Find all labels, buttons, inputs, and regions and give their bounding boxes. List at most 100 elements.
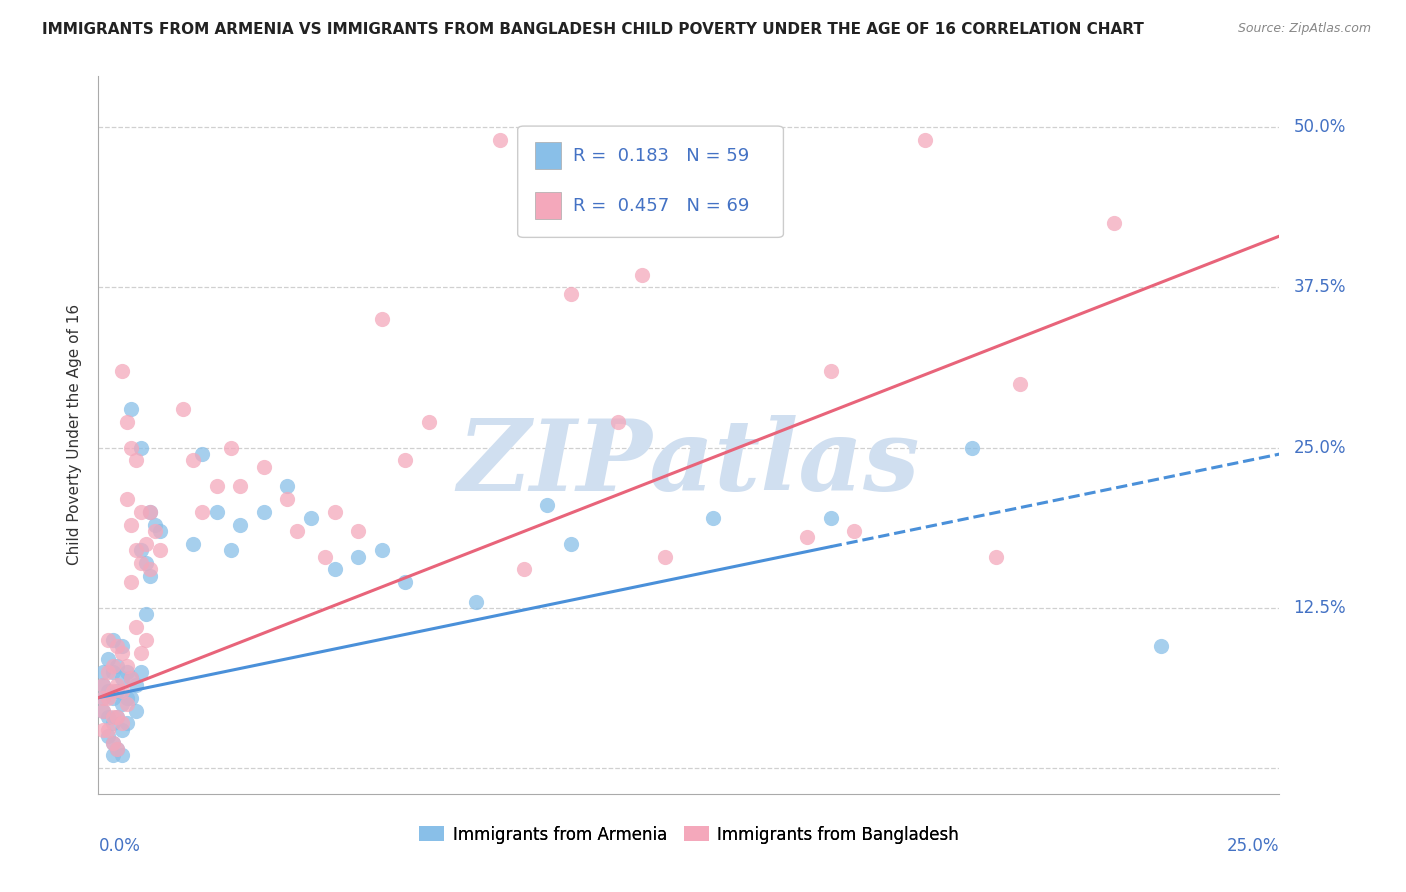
Point <box>101 716 124 731</box>
Point <box>91 678 114 692</box>
Point <box>394 453 416 467</box>
Point <box>111 684 134 698</box>
Point <box>560 286 582 301</box>
Point <box>97 633 120 648</box>
Text: IMMIGRANTS FROM ARMENIA VS IMMIGRANTS FROM BANGLADESH CHILD POVERTY UNDER THE AG: IMMIGRANTS FROM ARMENIA VS IMMIGRANTS FR… <box>42 22 1144 37</box>
Point <box>111 364 134 378</box>
Point <box>91 678 114 692</box>
Point <box>962 441 984 455</box>
Point <box>129 646 152 660</box>
Point <box>796 530 818 544</box>
Point <box>115 491 138 506</box>
Point <box>135 556 157 570</box>
Point <box>121 672 143 686</box>
Point <box>101 633 124 648</box>
Point <box>229 479 252 493</box>
Y-axis label: Child Poverty Under the Age of 16: Child Poverty Under the Age of 16 <box>67 304 83 566</box>
Point <box>135 633 157 648</box>
Point <box>191 505 214 519</box>
Point <box>394 575 416 590</box>
Point <box>97 729 120 743</box>
Text: 50.0%: 50.0% <box>1294 118 1346 136</box>
Text: Source: ZipAtlas.com: Source: ZipAtlas.com <box>1237 22 1371 36</box>
Point <box>654 549 676 564</box>
Point <box>97 665 120 679</box>
Point <box>1008 376 1031 391</box>
Text: 25.0%: 25.0% <box>1227 837 1279 855</box>
Point <box>139 569 162 583</box>
Point <box>181 537 204 551</box>
Point <box>111 748 134 763</box>
Point <box>121 402 143 417</box>
Point <box>105 742 128 756</box>
Point <box>512 562 534 576</box>
Point <box>489 133 512 147</box>
Point <box>101 665 124 679</box>
Point <box>105 640 128 654</box>
Point <box>101 684 124 698</box>
Point <box>115 658 138 673</box>
Point <box>984 549 1007 564</box>
Text: 25.0%: 25.0% <box>1294 439 1346 457</box>
Point <box>121 672 143 686</box>
Point <box>111 640 134 654</box>
Point <box>97 652 120 666</box>
Point <box>149 524 172 538</box>
Point <box>105 742 128 756</box>
Point <box>121 517 143 532</box>
Point <box>914 133 936 147</box>
Point <box>205 505 228 519</box>
Point <box>115 697 138 711</box>
Point <box>299 511 322 525</box>
Point <box>97 690 120 705</box>
Point <box>101 710 124 724</box>
FancyBboxPatch shape <box>536 142 561 169</box>
Point <box>101 735 124 749</box>
Point <box>121 690 143 705</box>
Point <box>1102 216 1125 230</box>
Point <box>347 549 370 564</box>
Point <box>536 499 558 513</box>
Point <box>115 665 138 679</box>
Point <box>101 690 124 705</box>
Point <box>111 672 134 686</box>
Point <box>125 620 148 634</box>
Point <box>143 517 166 532</box>
Point <box>139 505 162 519</box>
Point <box>97 684 120 698</box>
Point <box>91 665 114 679</box>
Point <box>139 505 162 519</box>
Point <box>125 704 148 718</box>
Point <box>560 537 582 551</box>
Point <box>91 690 114 705</box>
Point <box>111 646 134 660</box>
Point <box>129 543 152 558</box>
Point <box>172 402 194 417</box>
Point <box>129 556 152 570</box>
Point <box>125 453 148 467</box>
Point <box>347 524 370 538</box>
Point <box>205 479 228 493</box>
Point <box>111 716 134 731</box>
Point <box>844 524 866 538</box>
Point <box>630 268 652 282</box>
Point <box>323 562 346 576</box>
Point <box>314 549 336 564</box>
Point <box>253 505 276 519</box>
Point <box>229 517 252 532</box>
Point <box>129 665 152 679</box>
FancyBboxPatch shape <box>517 126 783 237</box>
Point <box>129 441 152 455</box>
Point <box>97 723 120 737</box>
Point <box>105 684 128 698</box>
Point <box>91 723 114 737</box>
Point <box>820 364 842 378</box>
Point <box>115 415 138 429</box>
Text: R =  0.457   N = 69: R = 0.457 N = 69 <box>574 197 749 215</box>
Point <box>465 594 488 608</box>
Point <box>101 748 124 763</box>
Point <box>121 575 143 590</box>
Point <box>101 658 124 673</box>
Point <box>820 511 842 525</box>
FancyBboxPatch shape <box>536 192 561 219</box>
